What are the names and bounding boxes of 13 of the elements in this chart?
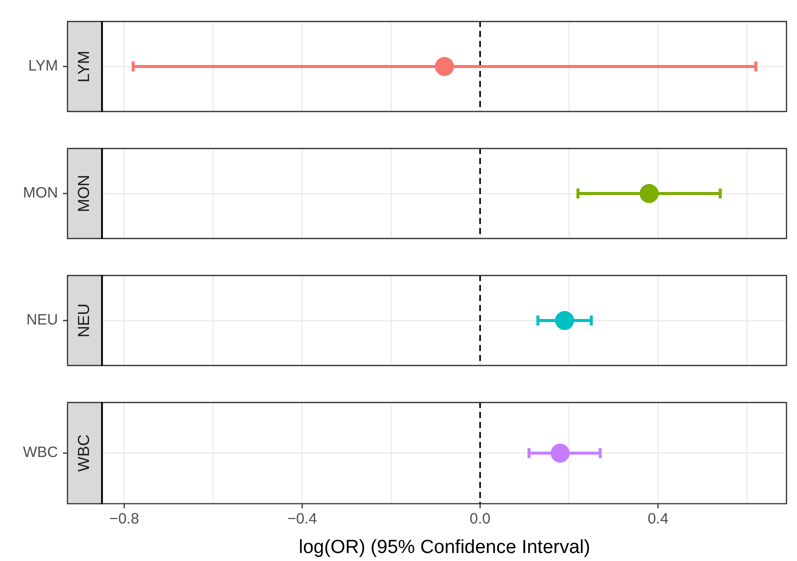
y-tick-label: NEU xyxy=(76,304,93,338)
x-tick-label: 0.0 xyxy=(470,510,491,528)
text: NEU xyxy=(26,312,58,329)
y-tick-label: WBC xyxy=(76,434,93,472)
text: WBC xyxy=(23,444,58,462)
x-tick-label: 0.4 xyxy=(648,510,668,528)
x-axis-title: log(OR) (95% Confidence Interval) xyxy=(298,536,590,558)
text: MON xyxy=(23,184,58,202)
text: LYM xyxy=(28,58,58,75)
x-tick-label: −0.4 xyxy=(287,510,317,528)
y-tick-label: LYM xyxy=(76,50,93,82)
x-tick-label: −0.8 xyxy=(109,510,140,528)
y-tick-label: MON xyxy=(76,174,93,212)
